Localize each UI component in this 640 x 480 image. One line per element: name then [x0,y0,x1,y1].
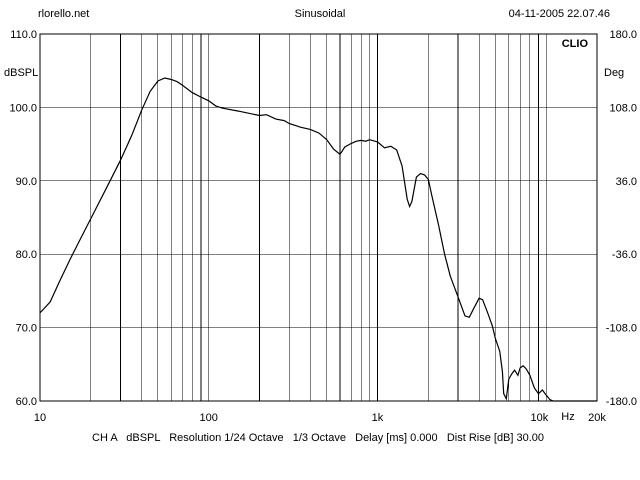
y2-tick-label: 108.0 [609,102,637,114]
header-site-label: rlorello.net [38,8,90,20]
x-tick-label: 1k [372,412,384,424]
y-tick-label: 110.0 [10,29,37,41]
header-timestamp: 04-11-2005 22.07.46 [508,8,610,20]
response-curve [39,77,597,402]
y2-axis-label: Deg [604,67,624,79]
y2-tick-label: 180.0 [609,29,637,41]
x-tick-label: 20k [588,412,606,424]
y-tick-label: 100.0 [9,102,37,114]
y2-tick-label: -36.0 [612,249,637,261]
x-axis-unit-label: Hz [561,411,574,423]
y2-tick-label: -180.0 [606,396,637,408]
y-tick-label: 90.0 [16,176,37,188]
x-tick-label: 10 [34,412,46,424]
header-mode-label: Sinusoidal [294,8,346,20]
grid [40,34,597,401]
x-tick-label: 100 [200,412,218,424]
footer-settings: CH A dBSPL Resolution 1/24 Octave 1/3 Oc… [92,432,545,444]
y2-tick-label: 36.0 [616,176,637,188]
y2-tick-label: -108.0 [606,323,637,335]
y-tick-label: 60.0 [16,396,37,408]
clio-logo-label: CLIO [562,38,589,50]
y-axis-label: dBSPL [4,67,38,79]
y-tick-label: 70.0 [16,323,37,335]
axis-labels: 110.0 100.0 90.0 80.0 70.0 60.0 180.0 108.0 36.0… [9,29,637,424]
y-tick-label: 80.0 [16,249,37,261]
plot-area [39,33,598,402]
x-tick-label: 10k [530,412,548,424]
